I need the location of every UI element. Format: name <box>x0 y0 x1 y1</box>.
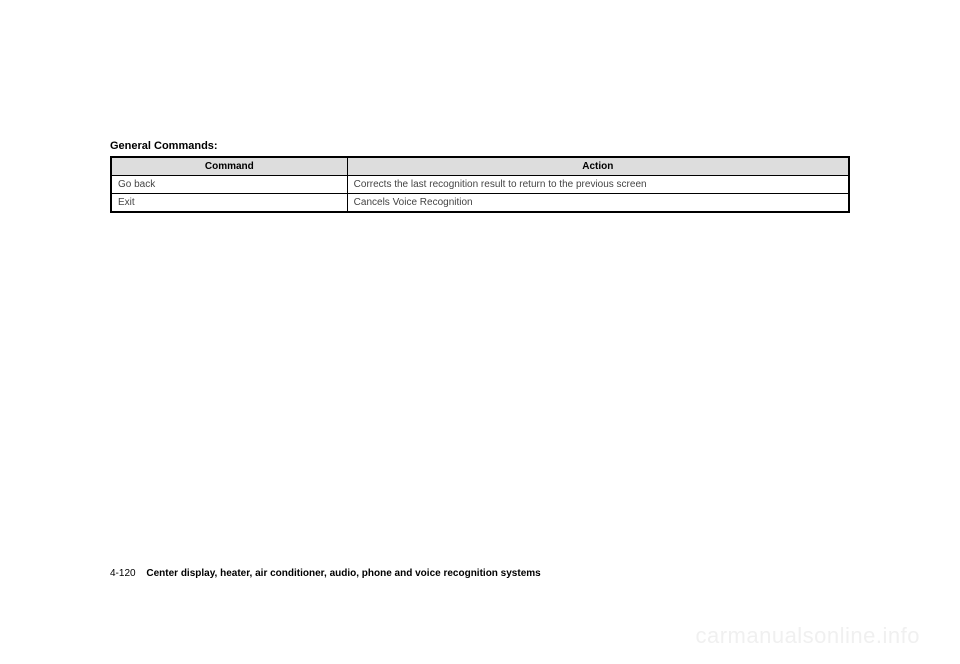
footer-text: Center display, heater, air conditioner,… <box>146 568 540 579</box>
watermark: carmanualsonline.info <box>695 623 920 649</box>
command-table: Command Action Go back Corrects the last… <box>110 156 850 213</box>
page-content: General Commands: Command Action Go back… <box>0 0 960 213</box>
column-header-action: Action <box>347 157 849 176</box>
page-footer: 4-120 Center display, heater, air condit… <box>110 568 541 579</box>
cell-command: Go back <box>111 176 347 194</box>
table-header-row: Command Action <box>111 157 849 176</box>
cell-action: Corrects the last recognition result to … <box>347 176 849 194</box>
page-number: 4-120 <box>110 568 136 579</box>
section-title: General Commands: <box>110 140 850 152</box>
cell-command: Exit <box>111 194 347 213</box>
column-header-command: Command <box>111 157 347 176</box>
table-row: Go back Corrects the last recognition re… <box>111 176 849 194</box>
cell-action: Cancels Voice Recognition <box>347 194 849 213</box>
table-row: Exit Cancels Voice Recognition <box>111 194 849 213</box>
